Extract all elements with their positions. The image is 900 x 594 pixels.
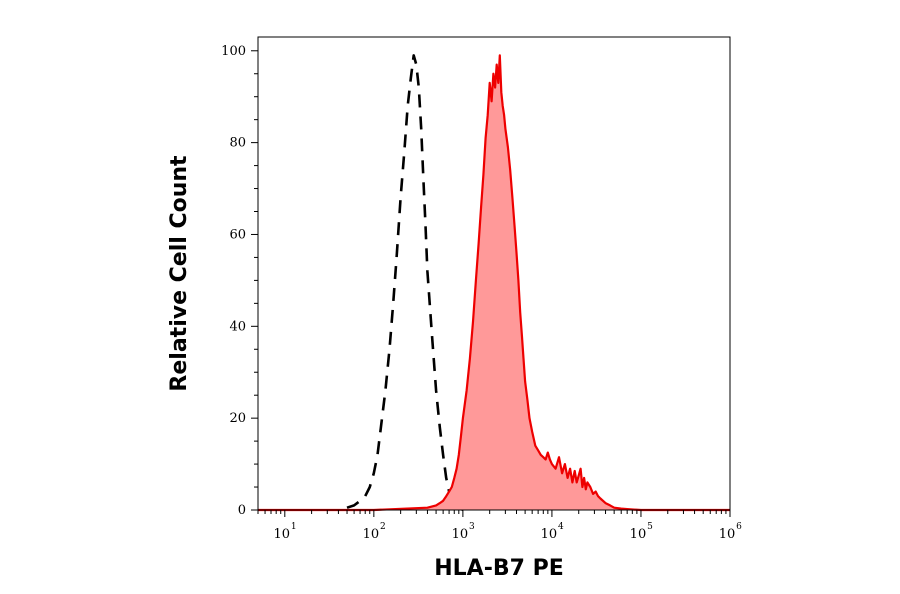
x-tick-exponent: 4 (558, 522, 564, 532)
x-tick-exponent: 5 (647, 522, 653, 532)
x-tick-label: 10 (630, 527, 647, 542)
y-tick-label: 60 (229, 227, 246, 242)
series-layer (258, 54, 730, 512)
y-axis-title: Relative Cell Count (167, 155, 192, 392)
y-tick-label: 40 (229, 319, 246, 334)
series-1-line (258, 54, 730, 512)
y-tick-label: 100 (221, 44, 246, 59)
y-tick-label: 80 (229, 136, 246, 151)
x-tick-exponent: 6 (736, 522, 742, 532)
x-tick-label: 10 (452, 527, 469, 542)
y-tick-label: 20 (229, 411, 246, 426)
x-tick-label: 10 (274, 527, 291, 542)
x-axis-title: HLA-B7 PE (434, 556, 563, 581)
y-axis: 0 20 40 60 80 100 (221, 44, 258, 518)
x-tick-exponent: 3 (469, 522, 475, 532)
x-tick-exponent: 2 (380, 522, 386, 532)
x-tick-label: 10 (363, 527, 380, 542)
series-0-line (346, 54, 464, 512)
y-tick-label: 0 (238, 503, 246, 518)
series-1-area (258, 55, 730, 511)
plot-frame (257, 36, 731, 511)
x-tick-label: 10 (719, 527, 736, 542)
x-axis: 10 1 10 2 10 3 10 4 10 5 10 6 (257, 510, 742, 542)
x-tick-label: 10 (541, 527, 558, 542)
x-tick-exponent: 1 (291, 522, 297, 532)
